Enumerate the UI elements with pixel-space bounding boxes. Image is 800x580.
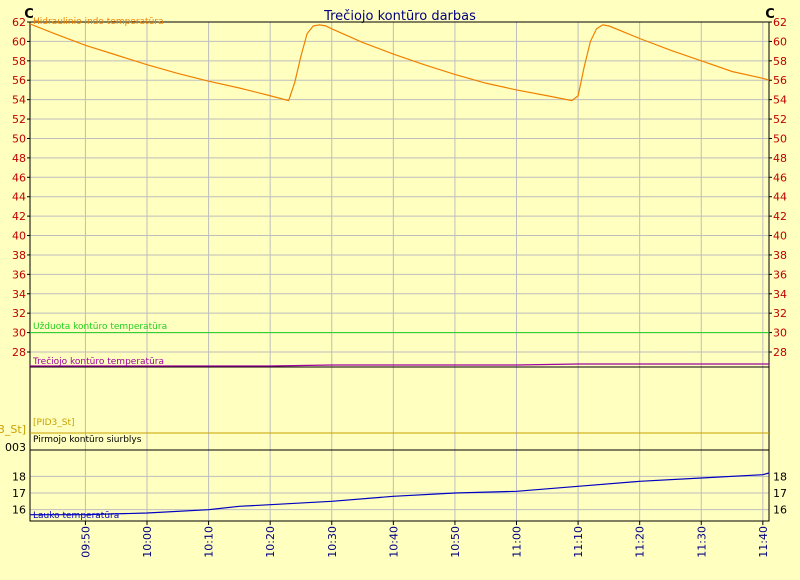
y-tick-label: 34 (12, 288, 26, 301)
y-tick-label: 18 (12, 470, 26, 483)
y-tick-label: 32 (12, 307, 26, 320)
series-label-treciojo: Trečiojo kontūro temperatūra (32, 356, 164, 367)
series-label-uzduota: Užduota kontūro temperatūra (33, 322, 167, 332)
y-tick-label: 40 (773, 230, 787, 243)
pid-axis-label: [PID3_St] (0, 423, 26, 436)
series-line-hidraulinio (29, 23, 770, 102)
y-tick-label: 46 (773, 171, 787, 184)
y-tick-label: 16 (773, 504, 787, 517)
y-tick-label: 42 (12, 210, 26, 223)
y-tick-label: 18 (773, 470, 787, 483)
y-tick-label: 28 (773, 346, 787, 359)
y-tick-label: 17 (773, 487, 787, 500)
y-tick-label: 56 (773, 74, 787, 87)
series-line-lauko (30, 472, 770, 516)
y-tick-label: 50 (773, 132, 787, 145)
series-label-hidraulinio: Hidraulinio indo temperatūra (33, 17, 164, 27)
y-tick-label: 52 (12, 113, 26, 126)
y-tick-label: 60 (12, 35, 26, 48)
y-tick-label: 48 (12, 152, 26, 165)
y-tick-label: 48 (773, 152, 787, 165)
y-tick-label: 54 (12, 94, 26, 107)
y-tick-label: 32 (773, 307, 787, 320)
y-tick-label: 30 (12, 327, 26, 340)
y-tick-label: 56 (12, 74, 26, 87)
y-tick-label: 62 (773, 16, 787, 29)
series-labels: Hidraulinio indo temperatūra Užduota kont… (32, 17, 167, 521)
x-tick-label: 10:30 (326, 526, 339, 558)
y-tick-label: 16 (12, 504, 26, 517)
y-tick-label: 36 (12, 268, 26, 281)
y-tick-label: 17 (12, 487, 26, 500)
x-tick-label: 10:20 (264, 526, 277, 558)
y-tick-label: 62 (12, 16, 26, 29)
y-tick-label: 42 (773, 210, 787, 223)
plot-frame (29, 21, 770, 522)
y-unit-right: C (765, 7, 775, 22)
x-tick-label: 11:10 (572, 526, 585, 558)
y-tick-label: 46 (12, 171, 26, 184)
y-tick-label: 58 (12, 55, 26, 68)
y-tick-label: 36 (773, 268, 787, 281)
y-tick-label: 58 (773, 55, 787, 68)
x-tick-label: 11:40 (757, 526, 770, 558)
y-tick-label: 54 (773, 94, 787, 107)
y-tick-label: 30 (773, 327, 787, 340)
y-tick-label: 44 (12, 191, 26, 204)
x-tick-label: 10:40 (387, 526, 400, 558)
y-tick-label: 38 (12, 249, 26, 262)
y-unit-left: C (24, 7, 34, 22)
y-tick-label: 60 (773, 35, 787, 48)
y-tick-label: 52 (773, 113, 787, 126)
siurblys-axis-label: 003 (5, 441, 26, 454)
y-tick-label: 50 (12, 132, 26, 145)
x-tick-label: 11:00 (511, 526, 524, 558)
y-tick-label: 34 (773, 288, 787, 301)
y-tick-label: 38 (773, 249, 787, 262)
x-tick-label: 10:00 (141, 526, 154, 558)
x-tick-label: 11:30 (695, 526, 708, 558)
series-line-treciojo (30, 363, 769, 367)
series (29, 23, 770, 516)
x-tick-label: 11:20 (634, 526, 647, 558)
x-tick-label: 09:50 (79, 526, 92, 558)
y-tick-label: 44 (773, 191, 787, 204)
chart-title: Trečiojo kontūro darbas (323, 9, 476, 24)
series-label-pid: [PID3_St] (33, 418, 75, 428)
x-tick-label: 10:50 (449, 526, 462, 558)
grid (30, 21, 769, 521)
x-tick-label: 10:10 (203, 526, 216, 558)
series-label-siurblys: Pirmojo kontūro siurblys (33, 435, 142, 445)
series-label-lauko: Lauko temperatūra (33, 511, 119, 521)
y-tick-label: 28 (12, 346, 26, 359)
y-tick-label: 40 (12, 230, 26, 243)
